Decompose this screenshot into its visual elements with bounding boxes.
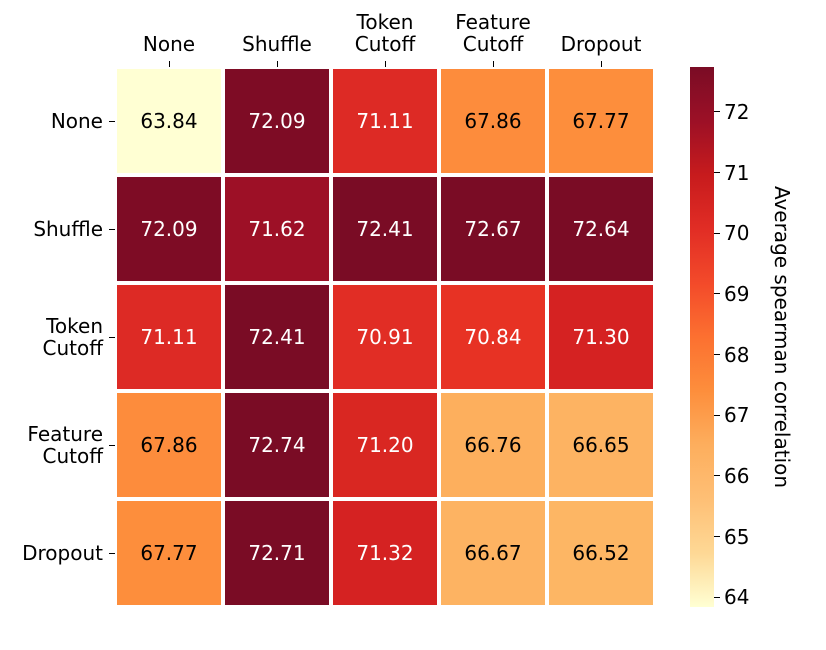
heatmap-row: 67.86 72.74 71.20 66.76 66.65 xyxy=(115,391,655,499)
heatmap-cell: 70.91 xyxy=(331,283,439,391)
heatmap-cell: 72.41 xyxy=(223,283,331,391)
y-axis-label: None xyxy=(51,110,103,132)
cell-value: 71.62 xyxy=(248,217,305,241)
cell-value: 71.30 xyxy=(572,325,629,349)
cell-value: 63.84 xyxy=(140,109,197,133)
x-tick xyxy=(493,61,494,67)
x-axis-label: Token Cutoff xyxy=(355,11,416,55)
colorbar-tick-label: 66 xyxy=(724,464,749,488)
heatmap-cell: 63.84 xyxy=(115,67,223,175)
colorbar-tick-label: 64 xyxy=(724,585,749,609)
heatmap-row: 72.09 71.62 72.41 72.67 72.64 xyxy=(115,175,655,283)
x-axis-label: None xyxy=(143,33,195,55)
colorbar-tick-label: 65 xyxy=(724,525,749,549)
heatmap-cell: 71.11 xyxy=(331,67,439,175)
heatmap-row: 63.84 72.09 71.11 67.86 67.77 xyxy=(115,67,655,175)
heatmap-cell: 72.67 xyxy=(439,175,547,283)
heatmap-cell: 66.76 xyxy=(439,391,547,499)
colorbar-tick xyxy=(714,172,720,173)
heatmap-row: 71.11 72.41 70.91 70.84 71.30 xyxy=(115,283,655,391)
heatmap-cell: 67.86 xyxy=(439,67,547,175)
heatmap-cell: 71.32 xyxy=(331,499,439,607)
heatmap-cell: 71.62 xyxy=(223,175,331,283)
figure: 63.84 72.09 71.11 67.86 67.77 72.09 71.62 72.41… xyxy=(0,0,826,650)
cell-value: 71.11 xyxy=(356,109,413,133)
heatmap-cell: 72.74 xyxy=(223,391,331,499)
colorbar-tick-label: 71 xyxy=(724,161,749,185)
heatmap-cell: 66.65 xyxy=(547,391,655,499)
y-axis-label: Shuffle xyxy=(33,218,103,240)
cell-value: 72.41 xyxy=(356,217,413,241)
heatmap-cell: 66.52 xyxy=(547,499,655,607)
cell-value: 71.11 xyxy=(140,325,197,349)
y-axis-label: Feature Cutoff xyxy=(27,423,103,467)
heatmap-cell: 72.71 xyxy=(223,499,331,607)
x-axis-label: Feature Cutoff xyxy=(455,11,531,55)
heatmap: 63.84 72.09 71.11 67.86 67.77 72.09 71.62 72.41… xyxy=(115,67,655,607)
cell-value: 72.64 xyxy=(572,217,629,241)
heatmap-row: 67.77 72.71 71.32 66.67 66.52 xyxy=(115,499,655,607)
colorbar xyxy=(690,67,714,607)
cell-value: 71.32 xyxy=(356,541,413,565)
heatmap-cell: 70.84 xyxy=(439,283,547,391)
x-tick xyxy=(169,61,170,67)
heatmap-cell: 71.20 xyxy=(331,391,439,499)
colorbar-tick xyxy=(714,536,720,537)
y-tick xyxy=(109,337,115,338)
x-tick xyxy=(385,61,386,67)
colorbar-tick xyxy=(714,111,720,112)
heatmap-cell: 67.86 xyxy=(115,391,223,499)
y-tick xyxy=(109,445,115,446)
x-tick xyxy=(277,61,278,67)
colorbar-tick xyxy=(714,475,720,476)
colorbar-tick xyxy=(714,597,720,598)
cell-value: 72.71 xyxy=(248,541,305,565)
colorbar-gradient xyxy=(690,67,714,607)
heatmap-cell: 67.77 xyxy=(547,67,655,175)
colorbar-tick xyxy=(714,415,720,416)
y-tick xyxy=(109,121,115,122)
y-tick xyxy=(109,553,115,554)
cell-value: 67.77 xyxy=(572,109,629,133)
cell-value: 72.74 xyxy=(248,433,305,457)
cell-value: 66.76 xyxy=(464,433,521,457)
heatmap-cell: 66.67 xyxy=(439,499,547,607)
cell-value: 66.67 xyxy=(464,541,521,565)
heatmap-cell: 72.41 xyxy=(331,175,439,283)
cell-value: 70.91 xyxy=(356,325,413,349)
heatmap-cell: 71.11 xyxy=(115,283,223,391)
cell-value: 72.09 xyxy=(248,109,305,133)
heatmap-cell: 72.64 xyxy=(547,175,655,283)
y-axis-label: Token Cutoff xyxy=(43,315,104,359)
colorbar-tick-label: 67 xyxy=(724,403,749,427)
colorbar-tick xyxy=(714,293,720,294)
cell-value: 66.52 xyxy=(572,541,629,565)
cell-value: 67.77 xyxy=(140,541,197,565)
heatmap-cell: 72.09 xyxy=(115,175,223,283)
colorbar-tick-label: 69 xyxy=(724,282,749,306)
x-axis-label: Shuffle xyxy=(242,33,312,55)
cell-value: 72.67 xyxy=(464,217,521,241)
colorbar-tick-label: 72 xyxy=(724,100,749,124)
cell-value: 67.86 xyxy=(464,109,521,133)
heatmap-cell: 72.09 xyxy=(223,67,331,175)
cell-value: 72.41 xyxy=(248,325,305,349)
colorbar-tick xyxy=(714,354,720,355)
heatmap-cell: 67.77 xyxy=(115,499,223,607)
colorbar-tick xyxy=(714,233,720,234)
x-axis-label: Dropout xyxy=(561,33,642,55)
y-axis-label: Dropout xyxy=(22,542,103,564)
y-tick xyxy=(109,229,115,230)
x-tick xyxy=(601,61,602,67)
cell-value: 71.20 xyxy=(356,433,413,457)
heatmap-cell: 71.30 xyxy=(547,283,655,391)
colorbar-tick-label: 68 xyxy=(724,343,749,367)
colorbar-title: Average spearman correlation xyxy=(770,186,794,488)
cell-value: 67.86 xyxy=(140,433,197,457)
cell-value: 70.84 xyxy=(464,325,521,349)
colorbar-tick-label: 70 xyxy=(724,221,749,245)
cell-value: 66.65 xyxy=(572,433,629,457)
cell-value: 72.09 xyxy=(140,217,197,241)
